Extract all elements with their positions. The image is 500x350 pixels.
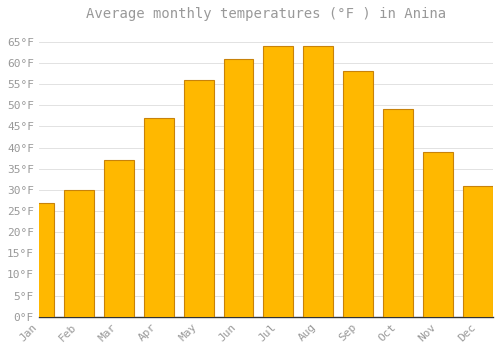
Bar <box>144 118 174 317</box>
Bar <box>184 80 214 317</box>
Bar <box>64 190 94 317</box>
Bar <box>423 152 453 317</box>
Bar <box>224 59 254 317</box>
Bar <box>344 71 374 317</box>
Bar <box>264 46 294 317</box>
Bar <box>304 46 334 317</box>
Bar <box>24 203 54 317</box>
Bar <box>104 160 134 317</box>
Title: Average monthly temperatures (°F ) in Anina: Average monthly temperatures (°F ) in An… <box>86 7 446 21</box>
Bar <box>383 110 413 317</box>
Bar <box>463 186 493 317</box>
